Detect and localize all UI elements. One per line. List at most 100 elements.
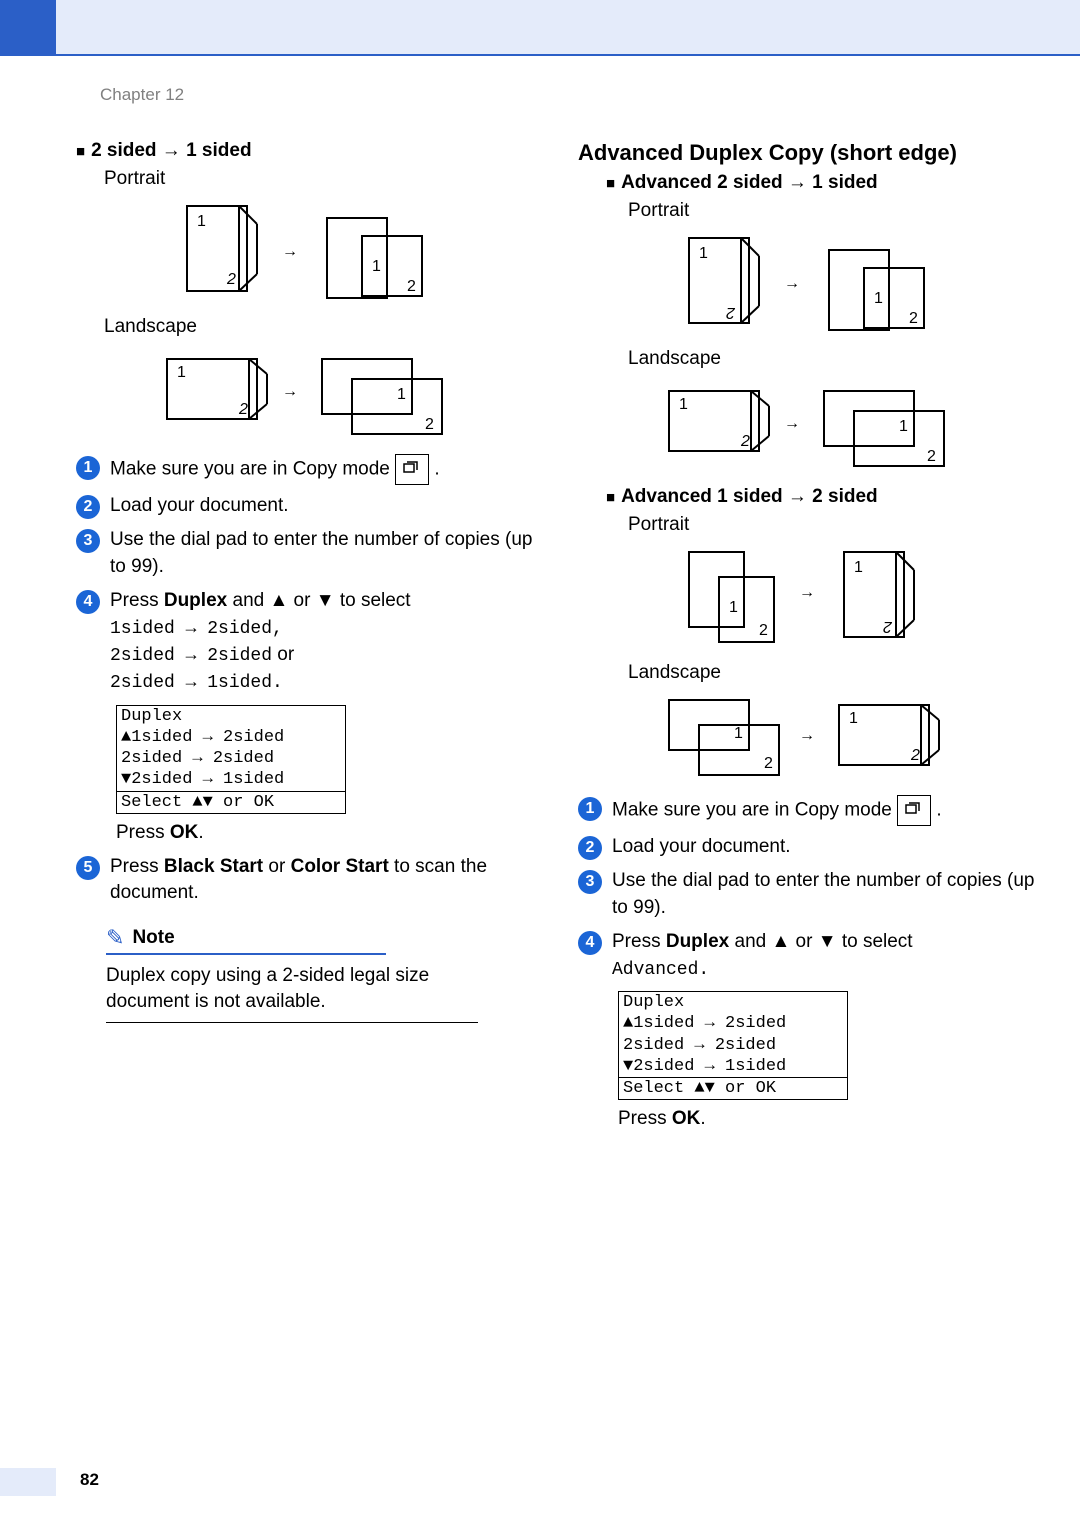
diagram-2to1-portrait: 1 2 → 1 2	[76, 196, 538, 306]
duplex-label-r: Duplex	[666, 931, 729, 952]
step-2: 2 Load your document.	[76, 493, 538, 520]
lcd-display-left: Duplex ▲1sided → 2sided 2sided → 2sided …	[116, 705, 346, 814]
svg-text:1: 1	[679, 396, 688, 413]
left-heading-text: 2 sided → 1 sided	[91, 140, 252, 162]
diagram-svg: 1 2 → 1 2	[659, 376, 959, 476]
press-ok-suf: .	[198, 822, 203, 843]
step4-mid: and ▲ or ▼ to select	[227, 590, 410, 611]
svg-text:2: 2	[425, 416, 434, 433]
diagram-adv-2to1-portrait: 1 2 → 1 2	[578, 228, 1040, 338]
step-1: 1 Make sure you are in Copy mode .	[76, 454, 538, 485]
svg-text:2: 2	[226, 271, 236, 288]
note-block: ✎ Note Duplex copy using a 2-sided legal…	[76, 925, 538, 1023]
svg-text:1: 1	[854, 559, 863, 576]
svg-text:→: →	[282, 243, 298, 260]
step-badge-r2: 2	[578, 836, 602, 860]
svg-text:→: →	[799, 727, 815, 744]
black-start-label: Black Start	[164, 856, 263, 877]
right-h2: ■ Advanced 1 sided → 2 sided	[606, 486, 1040, 508]
step-1-text: Make sure you are in Copy mode .	[110, 454, 538, 485]
svg-text:2: 2	[407, 278, 416, 295]
svg-text:→: →	[784, 275, 800, 292]
lcd-r2: ▲1sided → 2sided	[619, 1013, 847, 1034]
step-r2: 2 Load your document.	[578, 834, 1040, 861]
step-r4-text: Press Duplex and ▲ or ▼ to select Advanc…	[612, 929, 1040, 983]
svg-text:2: 2	[764, 755, 773, 772]
step-5: 5 Press Black Start or Color Start to sc…	[76, 854, 538, 907]
lcd-l4: ▼2sided → 1sided	[117, 769, 345, 790]
svg-text:2: 2	[883, 618, 893, 635]
left-heading: ■ 2 sided → 1 sided	[76, 140, 538, 162]
step-r4: 4 Press Duplex and ▲ or ▼ to select Adva…	[578, 929, 1040, 983]
s5-mid: or	[263, 856, 290, 877]
step-4: 4 Press Duplex and ▲ or ▼ to select 1sid…	[76, 588, 538, 696]
lcd-r4: ▼2sided → 1sided	[619, 1056, 847, 1077]
svg-text:1: 1	[177, 364, 186, 381]
step-r2-text: Load your document.	[612, 834, 1040, 861]
press-ok-pre: Press	[116, 822, 170, 843]
step-4-text: Press Duplex and ▲ or ▼ to select 1sided…	[110, 588, 538, 696]
lcd-l3: 2sided → 2sided	[117, 748, 345, 769]
svg-text:→: →	[799, 584, 815, 601]
right-column: Advanced Duplex Copy (short edge) ■ Adva…	[578, 140, 1040, 1130]
landscape-label: Landscape	[104, 316, 538, 338]
portrait-label-r2: Portrait	[628, 514, 1040, 536]
step-r3: 3 Use the dial pad to enter the number o…	[578, 868, 1040, 921]
svg-text:1: 1	[699, 245, 708, 262]
svg-text:1: 1	[899, 418, 908, 435]
svg-text:1: 1	[849, 710, 858, 727]
ok-label: OK	[170, 822, 199, 843]
note-body-text: Duplex copy using a 2-sided legal size d…	[106, 963, 478, 1014]
lcd-r5: Select ▲▼ or OK	[619, 1077, 847, 1099]
copy-mode-icon	[897, 795, 931, 826]
note-title: Note	[132, 927, 174, 949]
step-3: 3 Use the dial pad to enter the number o…	[76, 527, 538, 580]
step-2-text: Load your document.	[110, 493, 538, 520]
step-r3-text: Use the dial pad to enter the number of …	[612, 868, 1040, 921]
sr4-mid: and ▲ or ▼ to select	[729, 931, 912, 952]
svg-text:2: 2	[759, 622, 768, 639]
opt1: 1sided → 2sided,	[110, 619, 283, 639]
header-band	[56, 0, 1080, 56]
lcd-l1: Duplex	[117, 706, 345, 727]
press-ok-r-suf: .	[700, 1108, 705, 1129]
svg-text:→: →	[784, 415, 800, 432]
square-bullet-icon: ■	[606, 175, 615, 192]
step-r1-label: Make sure you are in Copy mode	[612, 799, 897, 820]
right-h1: ■ Advanced 2 sided → 1 sided	[606, 172, 1040, 194]
note-header: ✎ Note	[106, 925, 386, 955]
svg-text:2: 2	[238, 401, 248, 418]
lcd-r3: 2sided → 2sided	[619, 1035, 847, 1056]
page-num-band	[0, 1468, 56, 1496]
svg-text:2: 2	[726, 304, 736, 321]
step-badge-3: 3	[76, 529, 100, 553]
step-r1: 1 Make sure you are in Copy mode .	[578, 795, 1040, 826]
step-3-text: Use the dial pad to enter the number of …	[110, 527, 538, 580]
square-bullet-icon: ■	[606, 489, 615, 506]
diagram-svg: 1 2 → 1 2	[157, 344, 457, 444]
diagram-adv-1to2-portrait: 1 2 → 1 2	[578, 542, 1040, 652]
right-h2-text: Advanced 1 sided → 2 sided	[621, 486, 878, 508]
opt2: 2sided → 2sided	[110, 646, 272, 666]
svg-text:2: 2	[910, 747, 920, 764]
step-badge-r1: 1	[578, 797, 602, 821]
step-r1-text: Make sure you are in Copy mode .	[612, 795, 1040, 826]
step-badge-1: 1	[76, 456, 100, 480]
step-badge-r4: 4	[578, 931, 602, 955]
step-5-text: Press Black Start or Color Start to scan…	[110, 854, 538, 907]
step-badge-5: 5	[76, 856, 100, 880]
diagram-svg: 1 2 → 1 2	[669, 228, 949, 338]
ok-label-r: OK	[672, 1108, 701, 1129]
step-badge-r3: 3	[578, 870, 602, 894]
svg-text:1: 1	[197, 213, 206, 230]
svg-text:1: 1	[397, 386, 406, 403]
diagram-svg: 1 2 → 1 2	[669, 542, 949, 652]
opt3: 2sided → 1sided.	[110, 673, 283, 693]
page-content: ■ 2 sided → 1 sided Portrait 1 2 → 1 2 L…	[76, 140, 1040, 1130]
svg-text:2: 2	[927, 448, 936, 465]
lcd-l2: ▲1sided → 2sided	[117, 727, 345, 748]
duplex-label: Duplex	[164, 590, 227, 611]
step4-pre: Press	[110, 590, 164, 611]
opt2-suffix: or	[272, 644, 294, 665]
press-ok-line: Press OK.	[116, 822, 538, 844]
